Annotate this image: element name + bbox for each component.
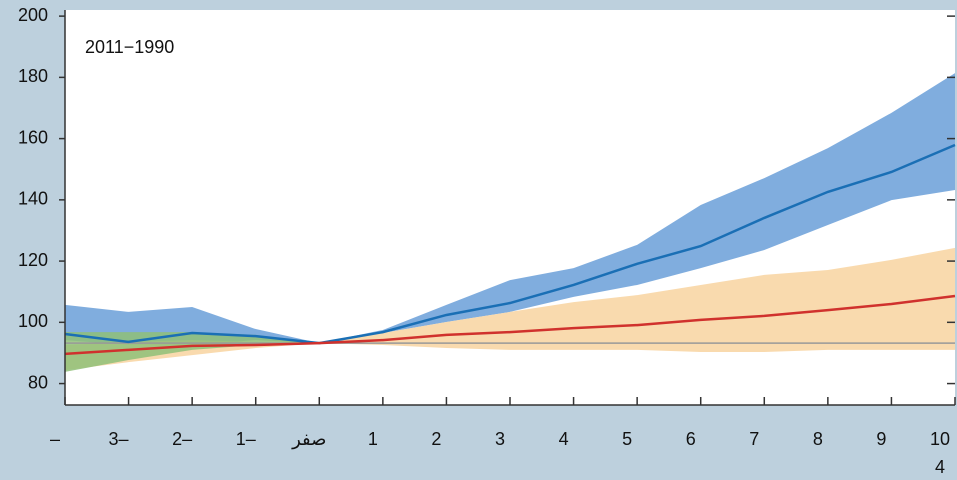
y-tick-label: 140 [18, 189, 48, 209]
y-tick-label: 100 [18, 311, 48, 331]
x-tick-label: 1 [368, 429, 378, 449]
x-tick-label: 7 [749, 429, 759, 449]
x-tick-label: – [50, 429, 60, 449]
x-tick-label: 6 [686, 429, 696, 449]
y-tick-label: 180 [18, 66, 48, 86]
x-tick-label: 10 [930, 429, 950, 449]
y-tick-label: 120 [18, 250, 48, 270]
x-tick-label: 3– [109, 429, 129, 449]
x-tick-label: 5 [622, 429, 632, 449]
x-tick-label: 4 [559, 429, 569, 449]
x-tick-label: 8 [813, 429, 823, 449]
y-tick-label: 200 [18, 5, 48, 25]
x-tick-label: 9 [876, 429, 886, 449]
line [64, 143, 956, 345]
x-tick-label: 3 [495, 429, 505, 449]
band [65, 247, 955, 371]
annotation: 2011−1990 [85, 37, 174, 57]
marks [64, 73, 956, 372]
x-tick-label: 1– [236, 429, 256, 449]
y-tick-label: 80 [28, 372, 48, 392]
x-tick-label: 2– [172, 429, 192, 449]
x-tick-label: صفر [291, 429, 326, 450]
y-tick-label: 160 [18, 127, 48, 147]
band [65, 73, 955, 345]
x-tick-label: 2 [431, 429, 441, 449]
line [64, 294, 956, 356]
annotation: 4 [935, 457, 945, 477]
